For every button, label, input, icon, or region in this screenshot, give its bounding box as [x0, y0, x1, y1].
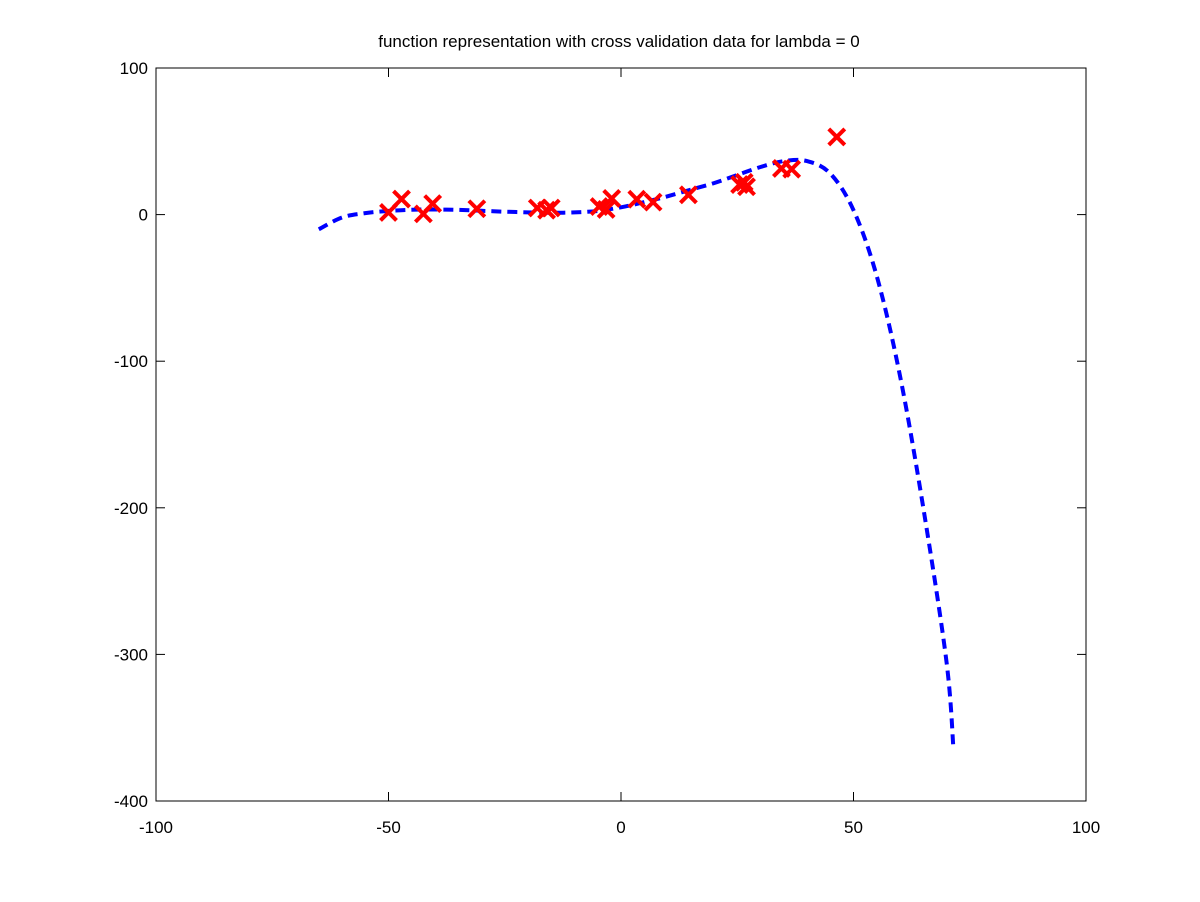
data-point-marker: [827, 127, 847, 147]
y-tick-label: 100: [120, 59, 148, 78]
data-point-marker: [596, 200, 616, 219]
data-point-marker: [643, 192, 663, 212]
data-point-marker: [627, 189, 647, 209]
axis-tick-labels: -100 -50 0 50 100 100 0 -100 -200 -300 -400: [114, 59, 1100, 837]
y-tick-label: -300: [114, 645, 148, 664]
fitted-curve-layer: [317, 157, 956, 750]
x-tick-label: 100: [1072, 818, 1100, 837]
x-tick-label: -50: [376, 818, 401, 837]
x-tick-label: 0: [616, 818, 625, 837]
data-point-marker: [541, 198, 561, 218]
y-tick-label: -100: [114, 352, 148, 371]
data-point-marker: [392, 189, 411, 209]
axis-ticks: [155, 67, 1087, 802]
y-tick-label: 0: [139, 206, 148, 225]
fitted-curve-line: [317, 157, 956, 750]
chart-title: function representation with cross valid…: [378, 32, 859, 51]
x-tick-label: 50: [844, 818, 863, 837]
x-tick-label: -100: [139, 818, 173, 837]
data-point-marker: [467, 199, 487, 219]
data-point-marker: [782, 159, 802, 179]
y-tick-label: -400: [114, 792, 148, 811]
data-point-marker: [737, 177, 756, 197]
y-tick-label: -200: [114, 499, 148, 518]
data-point-marker: [423, 194, 443, 214]
data-points-layer: [379, 127, 847, 224]
axes-frame: [155, 67, 1087, 802]
data-point-marker: [602, 189, 622, 208]
data-point-marker: [679, 185, 698, 205]
